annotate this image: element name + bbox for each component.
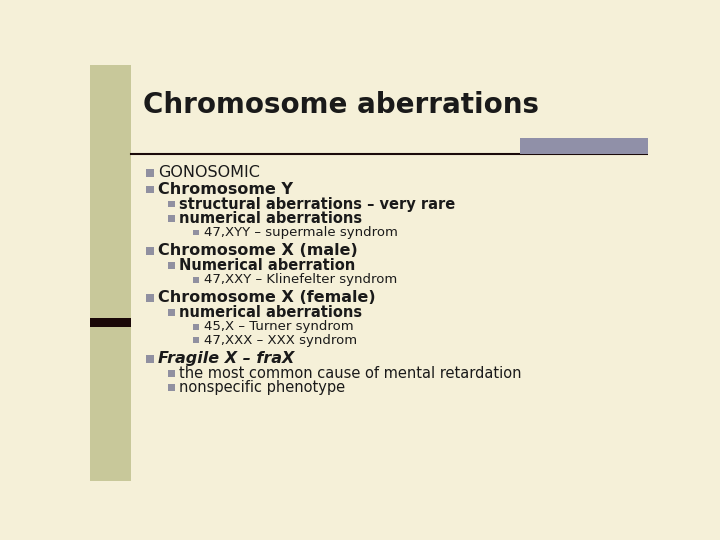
- Text: Chromosome Y: Chromosome Y: [158, 182, 293, 197]
- Bar: [90, 65, 131, 481]
- Bar: [168, 384, 175, 391]
- Bar: [145, 294, 153, 301]
- Text: Chromosome X (male): Chromosome X (male): [158, 243, 358, 258]
- Bar: [145, 169, 153, 177]
- Bar: [193, 338, 199, 343]
- Text: 47,XYY – supermale syndrom: 47,XYY – supermale syndrom: [204, 226, 397, 239]
- Text: nonspecific phenotype: nonspecific phenotype: [179, 380, 346, 395]
- Text: Chromosome X (female): Chromosome X (female): [158, 290, 376, 305]
- Bar: [145, 186, 153, 193]
- Text: numerical aberrations: numerical aberrations: [179, 211, 362, 226]
- Text: numerical aberrations: numerical aberrations: [179, 305, 362, 320]
- Bar: [145, 247, 153, 254]
- Bar: [168, 370, 175, 377]
- Bar: [168, 262, 175, 269]
- Text: Chromosome aberrations: Chromosome aberrations: [143, 91, 539, 119]
- Bar: [145, 355, 153, 363]
- Text: 45,X – Turner syndrom: 45,X – Turner syndrom: [204, 320, 354, 333]
- Bar: [520, 138, 648, 154]
- Bar: [168, 309, 175, 316]
- Text: 47,XXY – Klinefelter syndrom: 47,XXY – Klinefelter syndrom: [204, 273, 397, 286]
- Bar: [90, 318, 131, 327]
- Text: GONOSOMIC: GONOSOMIC: [158, 165, 260, 180]
- Bar: [168, 201, 175, 207]
- Bar: [193, 277, 199, 282]
- Text: structural aberrations – very rare: structural aberrations – very rare: [179, 197, 456, 212]
- Text: Fragile X – fraX: Fragile X – fraX: [158, 352, 294, 366]
- Bar: [193, 324, 199, 329]
- Bar: [193, 230, 199, 235]
- Text: the most common cause of mental retardation: the most common cause of mental retardat…: [179, 366, 522, 381]
- Bar: [168, 215, 175, 222]
- Text: Numerical aberration: Numerical aberration: [179, 258, 356, 273]
- Text: 47,XXX – XXX syndrom: 47,XXX – XXX syndrom: [204, 334, 357, 347]
